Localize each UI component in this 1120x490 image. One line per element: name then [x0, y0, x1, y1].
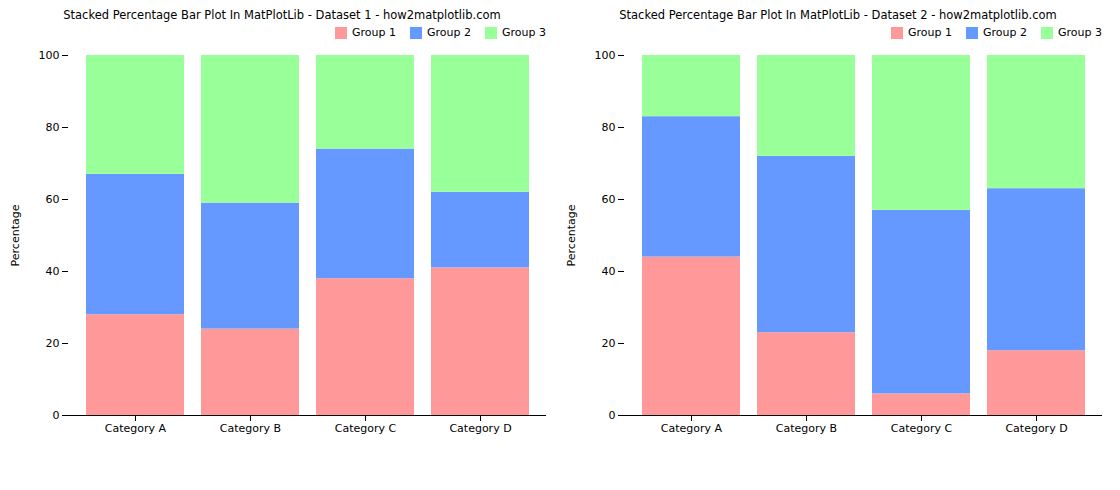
html-text:Group 1: Group 1: [352, 26, 396, 39]
svg-text:60: 60: [602, 193, 616, 206]
svg-text:80: 80: [602, 121, 616, 134]
svg-text:60: 60: [46, 193, 60, 206]
svg-text:100: 100: [595, 49, 616, 62]
svg-text:80: 80: [46, 121, 60, 134]
html-text:Group 1: Group 1: [908, 26, 952, 39]
svg-text:40: 40: [602, 265, 616, 278]
svg-text:Percentage: Percentage: [9, 204, 22, 266]
svg-text:Category A: Category A: [661, 422, 723, 435]
svg-text:Category B: Category B: [220, 422, 281, 435]
svg-text:Category C: Category C: [335, 422, 397, 435]
html-text:Group 2: Group 2: [427, 26, 471, 39]
svg-text:Category D: Category D: [449, 422, 511, 435]
svg-text:Category B: Category B: [776, 422, 837, 435]
html-text:Stacked Percentage Bar Plot In: Stacked Percentage Bar Plot In MatPlotLi…: [619, 8, 1057, 22]
svg-text:Percentage: Percentage: [565, 204, 578, 266]
html-text:Group 3: Group 3: [502, 26, 546, 39]
html-text:Stacked Percentage Bar Plot In: Stacked Percentage Bar Plot In MatPlotLi…: [63, 8, 501, 22]
svg-text:Category D: Category D: [1005, 422, 1067, 435]
svg-text:0: 0: [53, 409, 60, 422]
svg-text:20: 20: [602, 337, 616, 350]
svg-text:100: 100: [39, 49, 60, 62]
svg-text:Category A: Category A: [105, 422, 167, 435]
svg-text:Category C: Category C: [891, 422, 953, 435]
svg-text:20: 20: [46, 337, 60, 350]
html-text:Group 3: Group 3: [1058, 26, 1102, 39]
svg-text:40: 40: [46, 265, 60, 278]
svg-text:0: 0: [609, 409, 616, 422]
html-text:Group 2: Group 2: [983, 26, 1027, 39]
